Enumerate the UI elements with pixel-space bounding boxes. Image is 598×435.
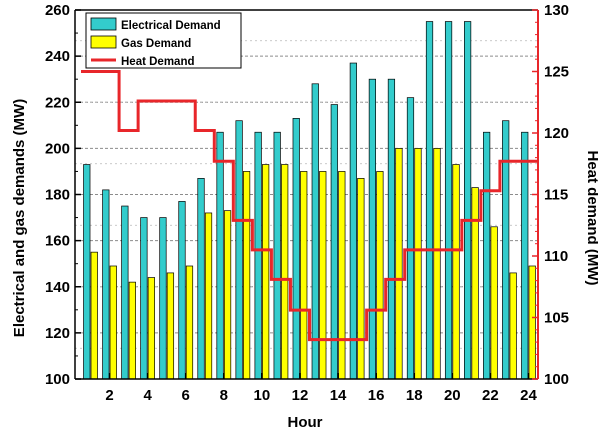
y2-tick-label: 115 xyxy=(544,187,568,204)
x-tick-label: 10 xyxy=(254,387,271,404)
bar-electrical xyxy=(406,97,415,380)
x-tick-label: 14 xyxy=(330,387,347,404)
bar-electrical xyxy=(197,178,205,380)
bar-gas xyxy=(204,212,213,380)
bar-electrical xyxy=(483,131,491,380)
bar-electrical xyxy=(425,21,434,380)
bar-gas xyxy=(128,281,136,380)
bar-electrical xyxy=(387,78,396,380)
bar-gas xyxy=(452,164,460,380)
bar-gas xyxy=(471,187,479,380)
legend-label-heat: Heat Demand xyxy=(121,56,195,68)
x-tick-label: 6 xyxy=(182,387,190,404)
legend-swatch-electrical xyxy=(90,17,117,31)
bar-gas xyxy=(338,171,346,380)
x-tick-label: 4 xyxy=(143,387,152,404)
y-tick-label: 260 xyxy=(45,2,70,19)
x-tick-label: 24 xyxy=(520,387,537,404)
bar-electrical xyxy=(368,78,376,380)
bar-gas xyxy=(395,148,403,380)
y-tick-label: 180 xyxy=(45,187,70,204)
x-tick-label: 2 xyxy=(105,387,113,404)
bar-gas xyxy=(357,178,365,380)
y-tick-label: 220 xyxy=(45,94,70,111)
bar-electrical xyxy=(464,21,472,380)
y-tick-label: 100 xyxy=(45,371,70,388)
bar-gas xyxy=(109,265,117,380)
legend-label-electrical: Electrical Demand xyxy=(121,20,221,32)
heat-line-group xyxy=(81,70,538,342)
y2-axis-title: Heat demand (MW) xyxy=(584,151,598,286)
bar-gas xyxy=(376,171,384,380)
y-axis-title: Electrical and gas demands (MW) xyxy=(11,99,28,337)
y2-tick-label: 110 xyxy=(544,248,568,265)
bar-gas xyxy=(166,272,175,380)
bar-electrical xyxy=(102,189,110,380)
y2-tick-label: 125 xyxy=(544,64,569,81)
bar-electrical xyxy=(349,62,357,380)
y-tick-label: 120 xyxy=(45,325,70,342)
bar-gas xyxy=(147,277,155,380)
legend-label-gas: Gas Demand xyxy=(121,38,191,50)
bar-electrical xyxy=(521,131,529,380)
x-tick-label: 16 xyxy=(368,387,385,404)
bar-electrical xyxy=(502,120,510,380)
bar-electrical xyxy=(83,164,91,380)
x-tick-label: 20 xyxy=(444,387,461,404)
bar-electrical xyxy=(159,217,167,380)
legend-swatch-gas xyxy=(90,35,117,49)
bar-gas xyxy=(509,272,517,380)
y-tick-label: 140 xyxy=(45,279,70,296)
bar-gas xyxy=(281,164,289,380)
bar-gas xyxy=(262,164,270,380)
bars xyxy=(83,21,536,380)
bar-electrical xyxy=(178,201,186,380)
x-tick-label: 12 xyxy=(292,387,309,404)
bar-gas xyxy=(433,148,441,380)
y-tick-label: 240 xyxy=(45,48,70,65)
bar-electrical xyxy=(311,83,319,380)
bar-gas xyxy=(414,148,422,380)
bar-gas xyxy=(490,226,498,380)
bar-gas xyxy=(90,251,98,380)
bar-gas xyxy=(319,171,327,380)
x-tick-label: 22 xyxy=(482,387,499,404)
bar-gas xyxy=(185,265,194,380)
y2-tick-label: 130 xyxy=(544,2,569,19)
legend: Electrical Demand Gas Demand Heat Demand xyxy=(85,12,242,69)
x-tick-label: 18 xyxy=(406,387,423,404)
bar-electrical xyxy=(273,131,281,380)
bar-electrical xyxy=(254,131,262,380)
bar-gas xyxy=(300,171,308,380)
y2-tick-label: 100 xyxy=(544,371,569,388)
x-axis-title: Hour xyxy=(288,414,323,431)
y-tick-label: 200 xyxy=(45,140,70,157)
ticks: 1001201401601802002202402601001051101151… xyxy=(45,2,569,404)
x-tick-label: 8 xyxy=(220,387,228,404)
bar-electrical xyxy=(216,131,224,380)
y-tick-label: 160 xyxy=(45,233,70,250)
y2-tick-label: 120 xyxy=(544,125,569,142)
y2-tick-label: 105 xyxy=(544,310,569,327)
bar-electrical xyxy=(140,217,148,380)
bar-electrical xyxy=(444,21,453,380)
heat-demand-line xyxy=(81,70,538,342)
bar-electrical xyxy=(121,205,129,380)
bar-gas xyxy=(528,265,536,380)
bar-electrical xyxy=(235,120,243,380)
bar-gas xyxy=(243,171,251,380)
bar-electrical xyxy=(292,118,300,380)
bar-gas xyxy=(223,210,232,380)
bar-electrical xyxy=(330,104,338,380)
